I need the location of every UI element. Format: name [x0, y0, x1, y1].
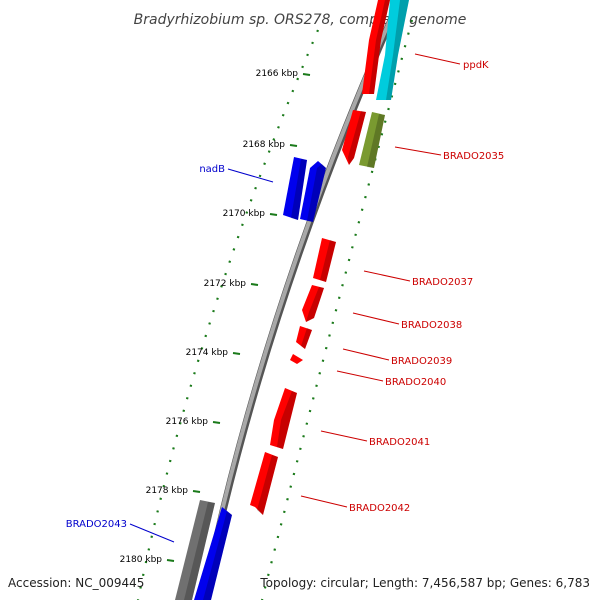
gene-BRADO2035-shade [367, 114, 385, 168]
kbp-tick-mark [302, 73, 311, 76]
gene-BRADO2041-shade [277, 391, 297, 449]
kbp-tick-label: 2166 kbp [256, 69, 299, 79]
gene-BRADO2035 [359, 112, 385, 168]
outer-dot-ring [260, 19, 414, 600]
gene-bottom-blue-shade [203, 511, 232, 600]
gene-BRADO2037 [313, 238, 336, 282]
gene-label-leader [129, 523, 175, 543]
gene-label-leader [336, 370, 384, 382]
gene-label-leader [300, 495, 348, 508]
gene-label-leader [414, 53, 461, 65]
kbp-tick-label: 2174 kbp [186, 348, 229, 358]
gene-label: BRADO2038 [401, 320, 462, 331]
kbp-tick-mark [269, 213, 278, 216]
gene-BRADO2040 [290, 354, 303, 364]
gene-BRADO2038-shade [306, 287, 324, 322]
tick-dots [136, 19, 414, 600]
kbp-tick-label: 2180 kbp [120, 555, 163, 565]
gene-BRADO2043 [175, 500, 215, 600]
gene-label: BRADO2037 [412, 277, 473, 288]
gene-label: BRADO2035 [443, 151, 504, 162]
gene-BRADO2038 [302, 285, 324, 322]
gene-label-leader [320, 430, 368, 442]
gene-label: BRADO2039 [391, 356, 452, 367]
gene-features [175, 0, 409, 600]
gene-label-leader [342, 348, 390, 361]
gene-nadB-b [300, 161, 326, 222]
gene-label: BRADO2041 [369, 437, 430, 448]
gene-label: BRADO2042 [349, 503, 410, 514]
gene-bottom-blue [194, 507, 232, 600]
gene-label: nadB [199, 164, 225, 175]
gene-label: BRADO2043 [66, 519, 127, 530]
gene-BRADO2039-shade [301, 328, 312, 349]
gene-ppdK-shade [386, 0, 409, 100]
gene-BRADO2043-shade [184, 502, 215, 600]
kbp-tick-mark [212, 421, 221, 424]
gene-nadB-b-shade [307, 164, 326, 222]
gene-BRADO2037-shade [320, 240, 336, 282]
gene-nadB-a [283, 157, 307, 220]
kbp-tick-label: 2168 kbp [243, 140, 286, 150]
gene-label: ppdK [463, 60, 489, 71]
map-title: Bradyrhizobium sp. ORS278, complete geno… [134, 12, 467, 28]
gene-outer-top-red [362, 0, 390, 94]
gene-BRADO2042 [250, 452, 278, 515]
kbp-tick-label: 2172 kbp [204, 279, 247, 289]
kbp-tick-label: 2170 kbp [223, 209, 266, 219]
kbp-tick-label: 2178 kbp [146, 486, 189, 496]
gene-BRADO2035-partner [342, 110, 366, 165]
gene-nadB-a-shade [291, 159, 307, 220]
gene-BRADO2041 [270, 388, 297, 449]
gene-BRADO2042-shade [257, 455, 278, 515]
kbp-ticks: 2166 kbp 2168 kbp 2170 kbp 2172 kbp 2174 kbp… [120, 69, 311, 565]
kbp-tick-mark [250, 283, 259, 286]
gene-BRADO2039 [296, 326, 312, 349]
gene-label-leader [363, 270, 411, 282]
gene-label-leader [352, 312, 400, 325]
gene-outer-top-red-shade [369, 0, 390, 94]
kbp-tick-mark [232, 352, 241, 355]
gene-ppdK [376, 0, 409, 100]
kbp-tick-label: 2176 kbp [166, 417, 209, 427]
topology-text: Topology: circular; Length: 7,456,587 bp… [260, 576, 590, 590]
kbp-tick-mark [289, 144, 298, 147]
gene-labels: ppdK BRADO2035 nadB BRADO2037 BRADO2038 BRADO… [66, 53, 504, 543]
gene-BRADO2035-partner-shade [348, 111, 366, 165]
gene-label-leader [227, 168, 274, 183]
gene-label-leader [394, 146, 442, 156]
kbp-tick-mark [192, 490, 201, 493]
kbp-tick-mark [166, 559, 175, 562]
accession-text: Accession: NC_009445 [8, 576, 145, 590]
gene-label: BRADO2040 [385, 377, 446, 388]
